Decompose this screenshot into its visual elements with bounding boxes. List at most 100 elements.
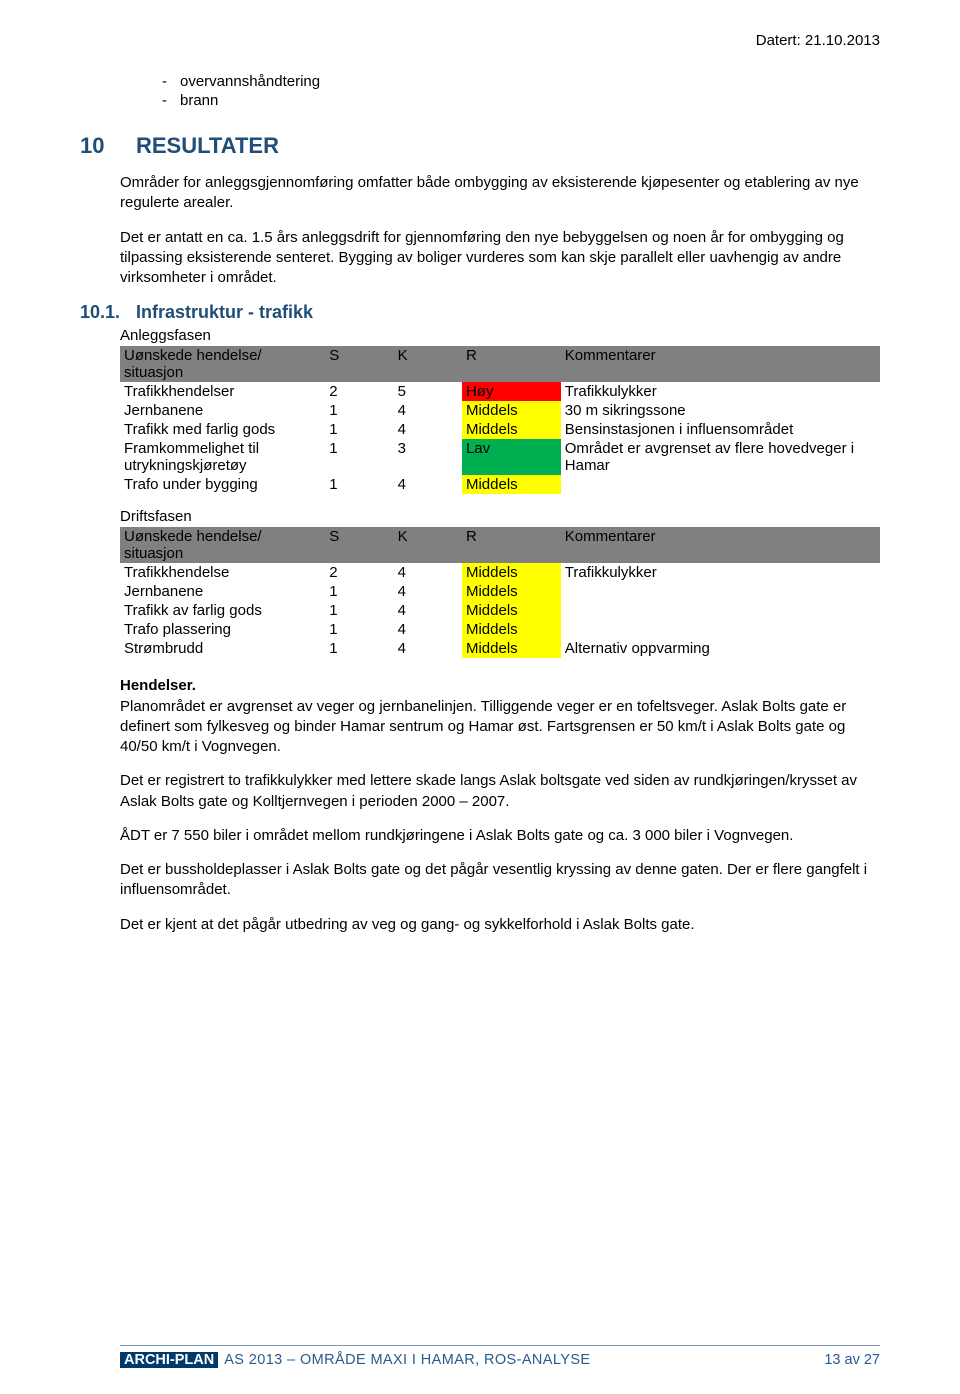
cell-risk: Høy (462, 382, 561, 401)
table-header-row: Uønskede hendelse/ situasjon S K R Komme… (120, 346, 880, 382)
cell-k: 4 (394, 401, 462, 420)
col-s: S (325, 346, 393, 382)
cell-k: 4 (394, 475, 462, 494)
table-row: Trafo plassering14Middels (120, 620, 880, 639)
cell-comment: Trafikkulykker (561, 382, 880, 401)
cell-s: 1 (325, 439, 393, 475)
cell-risk: Middels (462, 401, 561, 420)
cell-s: 1 (325, 401, 393, 420)
heading-number: 10.1. (80, 302, 136, 323)
cell-comment: 30 m sikringssone (561, 401, 880, 420)
paragraph: Det er registrert to trafikkulykker med … (120, 771, 880, 812)
col-k: K (394, 346, 462, 382)
cell-s: 1 (325, 639, 393, 658)
col-desc: Uønskede hendelse/ situasjon (120, 527, 325, 563)
cell-risk: Middels (462, 475, 561, 494)
col-comment: Kommentarer (561, 527, 880, 563)
cell-comment (561, 601, 880, 620)
cell-s: 1 (325, 582, 393, 601)
bullet-item: overvannshåndtering (180, 73, 880, 90)
phase-b-label: Driftsfasen (120, 508, 880, 525)
phase-a-label: Anleggsfasen (120, 327, 880, 344)
col-comment: Kommentarer (561, 346, 880, 382)
cell-comment (561, 475, 880, 494)
cell-desc: Framkommelighet til utrykningskjøretøy (120, 439, 325, 475)
footer-page: 13 av 27 (824, 1352, 880, 1368)
cell-desc: Trafikkhendelse (120, 563, 325, 582)
cell-k: 4 (394, 620, 462, 639)
cell-comment: Området er avgrenset av flere hovedveger… (561, 439, 880, 475)
cell-s: 2 (325, 563, 393, 582)
cell-risk: Middels (462, 420, 561, 439)
footer-badge: ARCHI-PLAN (120, 1352, 218, 1368)
table-header-row: Uønskede hendelse/ situasjon S K R Komme… (120, 527, 880, 563)
cell-desc: Trafikk med farlig gods (120, 420, 325, 439)
cell-s: 1 (325, 475, 393, 494)
col-r: R (462, 527, 561, 563)
cell-k: 5 (394, 382, 462, 401)
table-row: Trafikkhendelse24MiddelsTrafikkulykker (120, 563, 880, 582)
cell-risk: Middels (462, 620, 561, 639)
sub-heading: Hendelser. (120, 676, 880, 696)
cell-desc: Jernbanene (120, 582, 325, 601)
paragraph: ÅDT er 7 550 biler i området mellom rund… (120, 826, 880, 846)
cell-comment (561, 582, 880, 601)
paragraph: Planområdet er avgrenset av veger og jer… (120, 697, 880, 758)
footer-text: AS 2013 – OMRÅDE MAXI I HAMAR, ROS-ANALY… (224, 1352, 824, 1368)
col-desc: Uønskede hendelse/ situasjon (120, 346, 325, 382)
cell-desc: Trafikkhendelser (120, 382, 325, 401)
cell-s: 2 (325, 382, 393, 401)
paragraph: Det er bussholdeplasser i Aslak Bolts ga… (120, 860, 880, 901)
heading-title: Infrastruktur - trafikk (136, 302, 313, 323)
cell-desc: Strømbrudd (120, 639, 325, 658)
intro-bullets: overvannshåndtering brann (140, 73, 880, 109)
cell-risk: Middels (462, 639, 561, 658)
cell-k: 4 (394, 563, 462, 582)
page-footer: ARCHI-PLAN AS 2013 – OMRÅDE MAXI I HAMAR… (120, 1345, 880, 1368)
bullet-item: brann (180, 92, 880, 109)
table-row: Trafikkhendelser25HøyTrafikkulykker (120, 382, 880, 401)
table-row: Jernbanene14Middels (120, 582, 880, 601)
cell-s: 1 (325, 420, 393, 439)
paragraph: Områder for anleggsgjennomføring omfatte… (120, 173, 880, 214)
paragraph: Det er kjent at det pågår utbedring av v… (120, 915, 880, 935)
date-stamp: Datert: 21.10.2013 (120, 32, 880, 49)
col-k: K (394, 527, 462, 563)
cell-comment: Bensinstasjonen i influensområdet (561, 420, 880, 439)
cell-comment: Trafikkulykker (561, 563, 880, 582)
cell-comment: Alternativ oppvarming (561, 639, 880, 658)
cell-k: 4 (394, 582, 462, 601)
cell-risk: Middels (462, 582, 561, 601)
risk-table-drift: Uønskede hendelse/ situasjon S K R Komme… (120, 527, 880, 658)
table-row: Framkommelighet til utrykningskjøretøy13… (120, 439, 880, 475)
table-row: Trafikk av farlig gods14Middels (120, 601, 880, 620)
table-row: Strømbrudd14MiddelsAlternativ oppvarming (120, 639, 880, 658)
cell-desc: Trafo plassering (120, 620, 325, 639)
cell-risk: Middels (462, 601, 561, 620)
cell-k: 4 (394, 601, 462, 620)
table-row: Trafikk med farlig gods14MiddelsBensinst… (120, 420, 880, 439)
risk-table-anlegg: Uønskede hendelse/ situasjon S K R Komme… (120, 346, 880, 494)
cell-k: 3 (394, 439, 462, 475)
cell-desc: Jernbanene (120, 401, 325, 420)
heading-10: 10 RESULTATER (120, 133, 880, 159)
table-row: Jernbanene14Middels30 m sikringssone (120, 401, 880, 420)
cell-risk: Lav (462, 439, 561, 475)
table-row: Trafo under bygging14Middels (120, 475, 880, 494)
cell-desc: Trafikk av farlig gods (120, 601, 325, 620)
body-text: Hendelser. Planområdet er avgrenset av v… (120, 676, 880, 935)
intro-text: Områder for anleggsgjennomføring omfatte… (120, 173, 880, 288)
cell-k: 4 (394, 639, 462, 658)
cell-desc: Trafo under bygging (120, 475, 325, 494)
col-r: R (462, 346, 561, 382)
cell-s: 1 (325, 601, 393, 620)
cell-comment (561, 620, 880, 639)
col-s: S (325, 527, 393, 563)
heading-number: 10 (80, 133, 136, 159)
cell-k: 4 (394, 420, 462, 439)
heading-10-1: 10.1. Infrastruktur - trafikk (120, 302, 880, 323)
cell-risk: Middels (462, 563, 561, 582)
cell-s: 1 (325, 620, 393, 639)
paragraph: Det er antatt en ca. 1.5 års anleggsdrif… (120, 228, 880, 289)
heading-title: RESULTATER (136, 133, 279, 159)
